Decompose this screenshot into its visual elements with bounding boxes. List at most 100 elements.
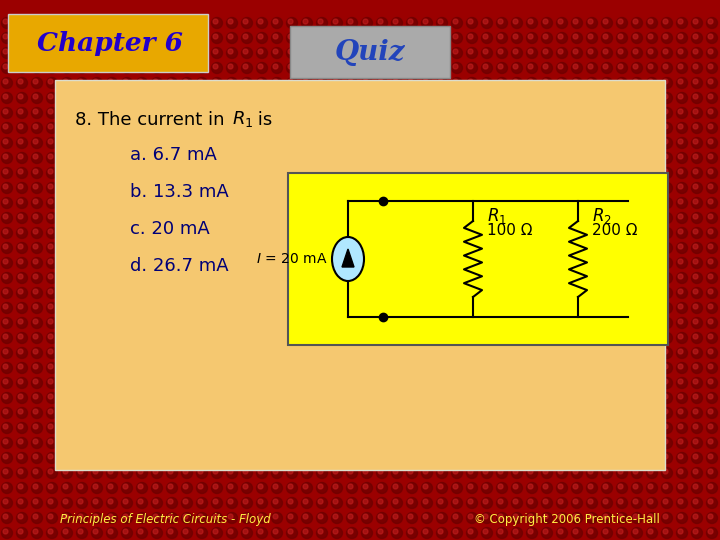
Circle shape (168, 199, 173, 204)
Circle shape (243, 79, 248, 84)
Circle shape (227, 287, 238, 299)
Circle shape (78, 424, 83, 429)
Circle shape (706, 152, 718, 164)
Circle shape (317, 48, 328, 58)
Circle shape (541, 512, 552, 523)
Circle shape (91, 213, 102, 224)
Circle shape (438, 394, 443, 399)
Circle shape (287, 17, 297, 29)
Circle shape (663, 229, 668, 234)
Circle shape (436, 183, 448, 193)
Circle shape (93, 514, 98, 519)
Circle shape (346, 183, 358, 193)
Circle shape (273, 469, 278, 474)
Circle shape (137, 318, 148, 328)
Circle shape (1, 258, 12, 268)
Circle shape (331, 422, 343, 434)
Circle shape (287, 227, 297, 239)
Circle shape (511, 468, 523, 478)
Circle shape (181, 48, 192, 58)
Circle shape (647, 242, 657, 253)
Circle shape (122, 242, 132, 253)
Circle shape (453, 199, 458, 204)
Circle shape (451, 273, 462, 284)
Circle shape (378, 289, 383, 294)
Circle shape (198, 514, 203, 519)
Circle shape (181, 32, 192, 44)
Circle shape (348, 109, 353, 114)
Circle shape (63, 229, 68, 234)
Circle shape (258, 349, 263, 354)
Circle shape (573, 289, 578, 294)
Circle shape (61, 468, 73, 478)
Circle shape (393, 79, 398, 84)
Circle shape (333, 379, 338, 384)
Circle shape (318, 529, 323, 534)
Circle shape (678, 229, 683, 234)
Circle shape (468, 379, 473, 384)
Circle shape (318, 169, 323, 174)
Circle shape (557, 167, 567, 179)
Circle shape (241, 512, 253, 523)
Circle shape (708, 394, 713, 399)
Circle shape (393, 139, 398, 144)
Circle shape (123, 199, 128, 204)
Circle shape (647, 512, 657, 523)
Circle shape (137, 78, 148, 89)
Circle shape (107, 92, 117, 104)
Circle shape (392, 138, 402, 148)
Circle shape (468, 94, 473, 99)
Circle shape (302, 453, 312, 463)
Circle shape (663, 529, 668, 534)
Circle shape (378, 109, 383, 114)
Circle shape (166, 107, 178, 118)
Circle shape (528, 124, 533, 129)
Circle shape (107, 497, 117, 509)
Circle shape (482, 318, 492, 328)
Circle shape (212, 377, 222, 388)
Circle shape (528, 244, 533, 249)
Circle shape (631, 48, 642, 58)
Circle shape (378, 454, 383, 459)
Circle shape (151, 348, 163, 359)
Circle shape (541, 333, 552, 343)
Circle shape (393, 304, 398, 309)
Circle shape (241, 333, 253, 343)
Circle shape (693, 94, 698, 99)
Circle shape (333, 79, 338, 84)
Circle shape (497, 48, 508, 58)
Circle shape (377, 393, 387, 403)
Circle shape (392, 32, 402, 44)
Circle shape (256, 302, 268, 314)
Circle shape (588, 379, 593, 384)
Circle shape (287, 123, 297, 133)
Circle shape (363, 259, 368, 264)
Circle shape (663, 214, 668, 219)
Circle shape (678, 64, 683, 69)
Circle shape (601, 318, 613, 328)
Circle shape (467, 528, 477, 538)
Circle shape (317, 78, 328, 89)
Circle shape (482, 183, 492, 193)
Circle shape (61, 422, 73, 434)
Circle shape (108, 214, 113, 219)
Circle shape (421, 333, 433, 343)
Circle shape (18, 289, 23, 294)
Circle shape (331, 437, 343, 449)
Circle shape (243, 139, 248, 144)
Circle shape (1, 528, 12, 538)
Circle shape (48, 229, 53, 234)
Circle shape (677, 167, 688, 179)
Circle shape (273, 199, 278, 204)
Circle shape (662, 512, 672, 523)
Circle shape (378, 154, 383, 159)
Circle shape (438, 184, 443, 189)
Circle shape (603, 214, 608, 219)
Circle shape (467, 242, 477, 253)
Circle shape (288, 124, 293, 129)
Circle shape (318, 139, 323, 144)
Circle shape (122, 152, 132, 164)
Circle shape (18, 94, 23, 99)
Circle shape (331, 167, 343, 179)
Circle shape (436, 138, 448, 148)
